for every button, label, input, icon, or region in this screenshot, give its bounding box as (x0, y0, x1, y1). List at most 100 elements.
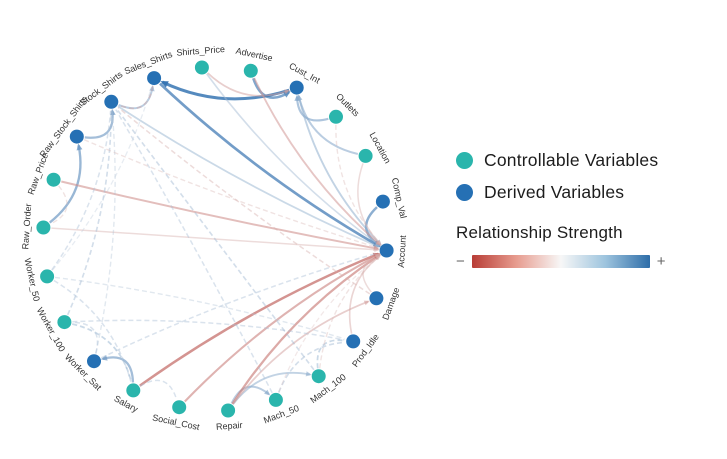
edge-arrowhead-icon (376, 240, 382, 246)
edge-arrowhead-icon (149, 85, 155, 92)
graph-edge (115, 109, 273, 394)
graph-node-Shirts_Price[interactable] (194, 60, 209, 75)
graph-edge (335, 124, 382, 245)
graph-edge (51, 227, 378, 251)
graph-edge (102, 356, 135, 383)
graph-edge (319, 255, 381, 369)
graph-edge (51, 86, 153, 271)
graph-edge (61, 180, 378, 250)
edge-arrowhead-icon (264, 389, 271, 396)
graph-node-Raw_Order[interactable] (36, 220, 51, 235)
graph-edge (119, 85, 154, 110)
graph-node-Damage[interactable] (369, 291, 384, 306)
graph-node-Raw_Price[interactable] (46, 172, 61, 187)
graph-edge (51, 185, 68, 225)
graph-edge (253, 77, 381, 246)
graph-edge (206, 73, 380, 246)
graph-node-Location[interactable] (358, 148, 373, 163)
edge-arrowhead-icon (160, 81, 169, 88)
node-label-Advertise: Advertise (235, 46, 274, 64)
node-label-Social_Cost: Social_Cost (151, 412, 201, 432)
graph-edge (348, 255, 381, 334)
node-label-Account: Account (396, 234, 408, 268)
graph-edge (66, 110, 113, 316)
graph-edge (73, 321, 99, 354)
graph-node-Comp_Val[interactable] (375, 194, 390, 209)
graph-node-Prod_Idle[interactable] (346, 334, 361, 349)
graph-edge (139, 252, 379, 387)
graph-edge (184, 253, 380, 403)
graph-edge (278, 255, 380, 393)
node-label-Repair: Repair (216, 420, 243, 432)
graph-edge (161, 80, 290, 101)
edge-arrowhead-icon (374, 247, 380, 252)
edge-arrowhead-icon (76, 143, 83, 151)
graph-edge (100, 252, 379, 359)
graph-edge (139, 379, 178, 399)
edge-arrowhead-icon (100, 355, 108, 361)
edge-arrowhead-icon (110, 108, 116, 116)
graph-edge (207, 72, 289, 97)
graph-edge (118, 86, 154, 110)
strength-colorbar-row: − + (456, 253, 720, 270)
graph-edge (84, 110, 114, 139)
graph-node-Stock_Shirts[interactable] (104, 94, 119, 109)
graph-edge (95, 110, 116, 354)
graph-node-Outlets[interactable] (329, 109, 343, 124)
derived-dot-icon (456, 184, 473, 201)
graph-edge (231, 254, 380, 405)
node-label-Shirts_Price: Shirts_Price (176, 44, 225, 58)
graph-node-Salary[interactable] (126, 383, 141, 398)
controllable-dot-icon (456, 152, 473, 169)
derived-label: Derived Variables (484, 182, 625, 202)
colorbar-plus-label: + (656, 253, 666, 270)
graph-edge (71, 323, 132, 382)
node-label-Worker_50: Worker_50 (22, 257, 41, 302)
graph-node-Worker_100[interactable] (57, 315, 72, 330)
node-label-Worker_100: Worker_100 (35, 306, 67, 354)
graph-edge (116, 108, 315, 371)
graph-node-Mach_50[interactable] (268, 392, 283, 407)
graph-node-Social_Cost[interactable] (172, 400, 187, 415)
graph-node-Mach_100[interactable] (311, 369, 326, 384)
node-label-Damage: Damage (380, 286, 401, 321)
legend-item-controllable: Controllable Variables (456, 150, 720, 171)
graph-edge (357, 163, 381, 245)
node-label-Raw_Price: Raw_Price (26, 152, 50, 196)
graph-edge (117, 105, 379, 248)
controllable-label: Controllable Variables (484, 150, 659, 170)
node-label-Mach_50: Mach_50 (262, 403, 300, 425)
colorbar-minus-label: − (456, 253, 465, 270)
node-label-Raw_Order: Raw_Order (20, 203, 33, 250)
graph-node-Cust_Int[interactable] (289, 80, 304, 95)
strength-title: Relationship Strength (456, 223, 623, 242)
graph-edge (51, 110, 112, 271)
graph-edge (297, 95, 381, 245)
graph-node-Advertise[interactable] (243, 63, 258, 78)
edge-arrowhead-icon (363, 300, 370, 306)
graph-node-Worker_Sat[interactable] (87, 354, 101, 369)
graph-node-Repair[interactable] (221, 403, 236, 418)
graph-edge (362, 253, 379, 293)
graph-edge (117, 106, 371, 295)
edge-arrowhead-icon (374, 253, 381, 258)
graph-edge (316, 339, 345, 369)
graph-edge (83, 139, 379, 249)
graph-node-Sales_Shirts[interactable] (147, 71, 162, 86)
graph-node-Account[interactable] (379, 243, 394, 258)
node-label-Sales_Shirts: Sales_Shirts (123, 49, 174, 76)
legend: Controllable Variables Derived Variables… (456, 150, 720, 270)
graph-edge (72, 319, 345, 341)
edge-arrowhead-icon (284, 89, 291, 95)
graph-edge (278, 341, 345, 393)
graph-edge (48, 145, 82, 224)
graph-node-Raw_Stock_Shirts[interactable] (69, 129, 84, 144)
node-label-Comp_Val: Comp_Val (390, 177, 409, 220)
graph-edge (159, 82, 380, 248)
edge-arrowhead-icon (305, 371, 312, 377)
graph-edge (54, 276, 345, 340)
network-graph: AdvertiseCust_IntOutletsLocationComp_Val… (20, 44, 409, 432)
legend-item-derived: Derived Variables (456, 182, 720, 203)
graph-node-Worker_50[interactable] (40, 269, 55, 284)
